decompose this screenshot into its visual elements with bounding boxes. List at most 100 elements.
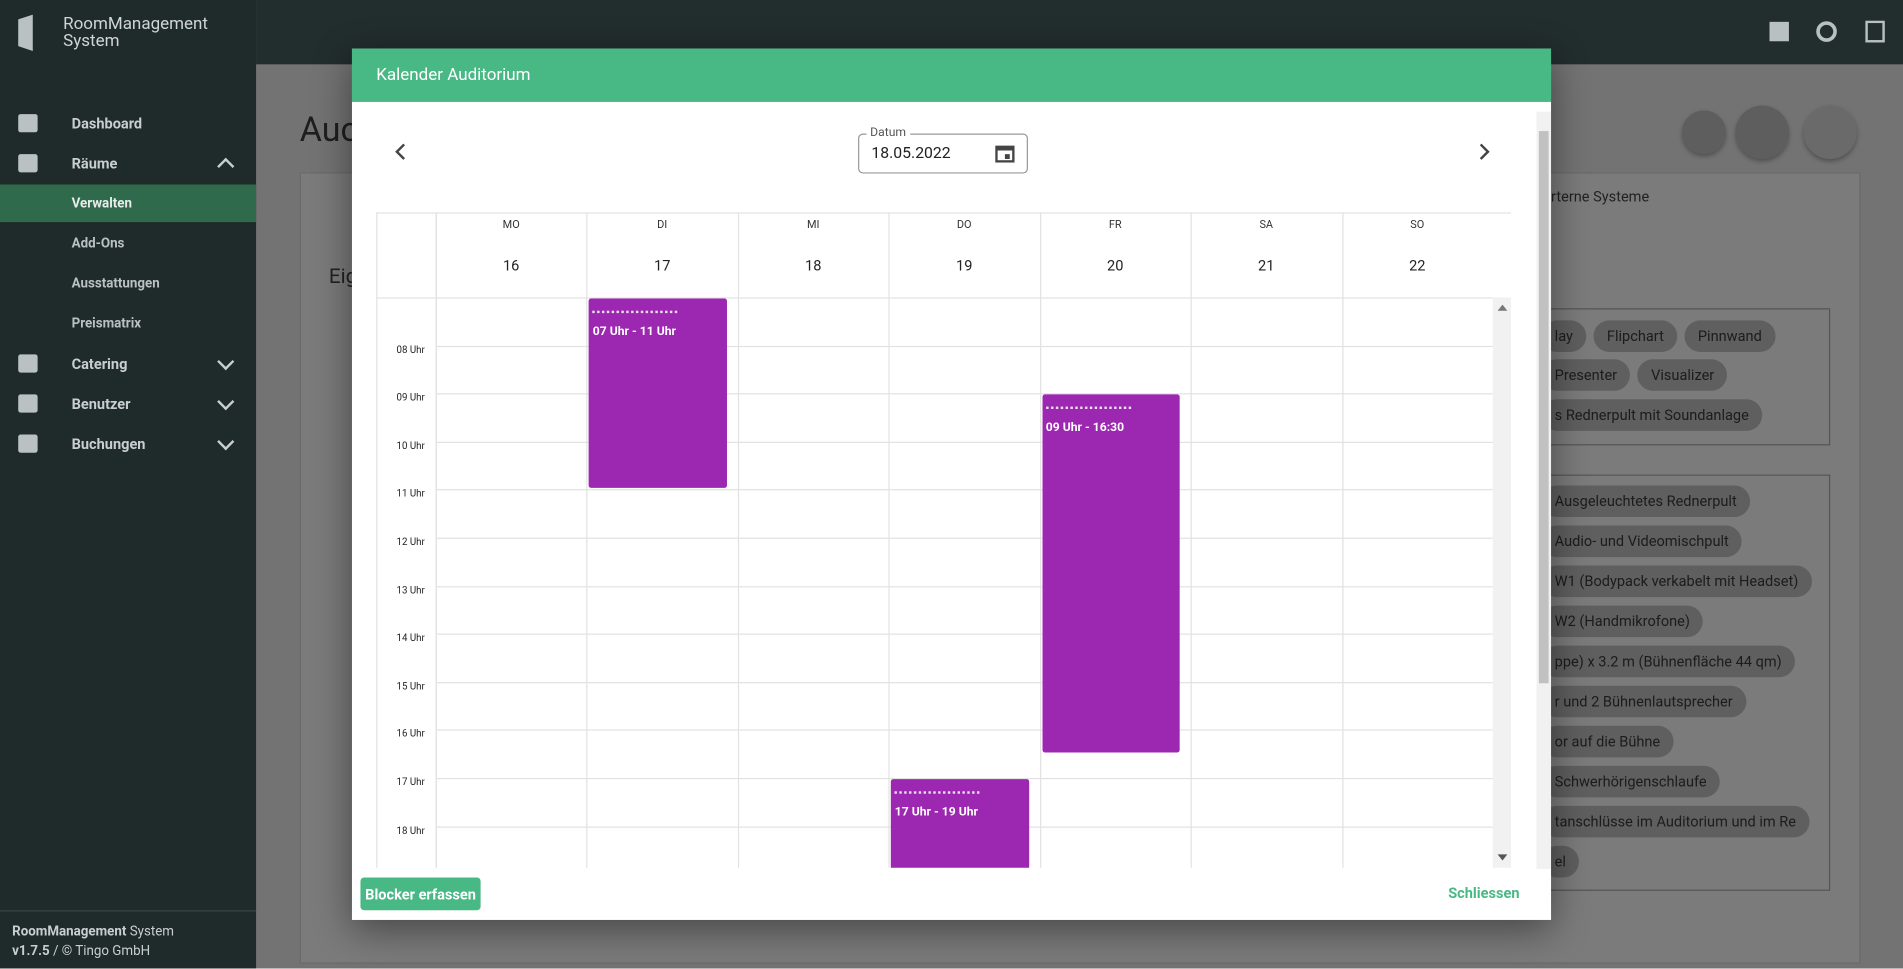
- menu-item[interactable]: Verwalten: [0, 184, 257, 223]
- calendar-scrollbar: [1492, 297, 1511, 868]
- save-button[interactable]: [1803, 105, 1857, 159]
- menu-item[interactable]: Add-Ons: [0, 225, 256, 263]
- sidebar: RoomManagement System Dashboard Räume Verw…: [0, 0, 257, 969]
- menu-item[interactable]: Catering: [0, 345, 256, 383]
- chip-row: Schwerhörigenschlaufe: [1541, 765, 1727, 799]
- chip-row: W1 (Bodypack verkabelt mit Headset): [1541, 565, 1819, 599]
- hour-line: [435, 777, 1493, 780]
- chip: Pinnwand: [1684, 320, 1776, 352]
- brand-line: System: [63, 31, 120, 51]
- tab[interactable]: rterne Systeme: [1551, 188, 1650, 206]
- button-label: Blocker erfassen: [365, 885, 476, 903]
- hour-line: [435, 585, 1493, 587]
- weekday: SO: [1410, 219, 1425, 232]
- chip-row: lay Flipchart Pinnwand: [1541, 320, 1782, 353]
- footer: RoomManagement System v1.7.5 / © Tingo G…: [12, 922, 174, 961]
- chip: tanschlüsse im Auditorium und im Re: [1541, 805, 1810, 838]
- hour-label: 12 Uhr: [396, 536, 425, 548]
- weekday: SA: [1259, 219, 1274, 232]
- column-line: [737, 212, 739, 868]
- menu-item[interactable]: Dashboard: [0, 104, 256, 142]
- day-number: 21: [1258, 257, 1275, 275]
- weekday: DO: [956, 219, 972, 232]
- chip: Ausgeleuchtetes Rednerpult: [1541, 485, 1751, 518]
- event[interactable]: 09 Uhr - 16:30: [1042, 394, 1180, 753]
- prev-week[interactable]: [393, 142, 408, 161]
- date-value: 18.05.2022: [871, 144, 951, 163]
- modal-header: Kalender Auditorium: [351, 48, 1552, 102]
- menu-item[interactable]: Ausstattungen: [0, 265, 256, 303]
- chip: Audio- und Videomischpult: [1541, 525, 1743, 558]
- hour-line: [435, 441, 1493, 443]
- day-number: 18: [805, 257, 822, 275]
- modal-title: Kalender Auditorium: [376, 65, 531, 85]
- menu-icon: [18, 394, 38, 413]
- hour-label: 11 Uhr: [396, 488, 425, 500]
- menu-item[interactable]: Buchungen: [0, 425, 256, 463]
- chip-row: or auf die Bühne: [1541, 725, 1680, 759]
- hour-line: [435, 729, 1493, 732]
- day-number: 16: [503, 257, 520, 275]
- chip-row: tanschlüsse im Auditorium und im Re: [1541, 805, 1816, 839]
- menu-label: Buchungen: [71, 435, 146, 453]
- scroll-up[interactable]: [1497, 304, 1508, 311]
- chip: or auf die Bühne: [1541, 725, 1674, 758]
- chip-row: ppe) x 3.2 m (Bühnenfläche 44 qm): [1541, 645, 1802, 679]
- hour-label: 18 Uhr: [396, 824, 425, 836]
- weekday: MO: [502, 219, 520, 232]
- copyright: / © Tingo GmbH: [52, 943, 151, 959]
- event-title-scribble: [592, 303, 678, 314]
- date-picker-icon[interactable]: [995, 143, 1015, 163]
- modal: Kalender Auditorium Datum 18.05.2022 MO 1…: [351, 48, 1552, 920]
- logout-icon[interactable]: [1865, 20, 1885, 43]
- scroll-thumb[interactable]: [1538, 131, 1549, 684]
- date-label: Datum: [866, 126, 910, 140]
- chevron: [217, 157, 235, 175]
- chip: Presenter: [1541, 359, 1631, 391]
- hour-label: 13 Uhr: [396, 584, 425, 596]
- event[interactable]: 07 Uhr - 11 Uhr: [589, 298, 727, 489]
- hour-line: [435, 345, 1493, 347]
- create-blocker-button[interactable]: Blocker erfassen: [360, 877, 481, 911]
- menu-label: Dashboard: [71, 114, 143, 132]
- chip-row: Presenter Visualizer: [1541, 359, 1735, 392]
- chip: r und 2 Bühnenlautsprecher: [1541, 685, 1746, 718]
- menu-item[interactable]: Benutzer: [0, 385, 256, 423]
- logo: [18, 14, 33, 51]
- chip: W1 (Bodypack verkabelt mit Headset): [1541, 565, 1812, 598]
- brand: RoomManagement System: [63, 16, 208, 50]
- modal-scrollbar: [1536, 111, 1552, 869]
- stats-icon[interactable]: [1769, 21, 1789, 42]
- hour-label: 14 Uhr: [396, 632, 425, 644]
- menu-item[interactable]: Räume: [0, 144, 256, 182]
- column-line: [1039, 212, 1041, 868]
- weekday: FR: [1108, 219, 1122, 232]
- page-title: Auc: [299, 109, 359, 150]
- gutter-line: [435, 212, 437, 868]
- event[interactable]: 17 Uhr - 19 Uhr: [891, 779, 1029, 868]
- hour-label: 09 Uhr: [396, 392, 425, 404]
- hour-label: 15 Uhr: [396, 680, 425, 692]
- history-button[interactable]: [1682, 110, 1726, 155]
- calendar-button[interactable]: [1735, 105, 1789, 159]
- day-number: 20: [1107, 257, 1124, 275]
- chip: s Rednerpult mit Soundanlage: [1541, 399, 1763, 431]
- close-button[interactable]: Schliessen: [1448, 884, 1520, 902]
- chip: Flipchart: [1593, 320, 1678, 352]
- day-number: 17: [654, 257, 671, 275]
- menu-item[interactable]: Preismatrix: [0, 305, 256, 343]
- day-number: 22: [1409, 257, 1426, 275]
- chip-row: s Rednerpult mit Soundanlage: [1541, 399, 1769, 432]
- chip-row: Ausgeleuchtetes Rednerpult: [1541, 485, 1757, 518]
- calendar: MO 16 DI 17 MI 18 DO 19 FR 20 SA 21 SO 22 08 Uhr 09 Uhr…: [376, 212, 1511, 868]
- scroll-down[interactable]: [1497, 854, 1508, 861]
- day-number: 19: [956, 257, 973, 275]
- settings-icon[interactable]: [1816, 21, 1837, 42]
- hour-line: [435, 681, 1493, 684]
- date-field[interactable]: Datum 18.05.2022: [858, 126, 1028, 174]
- next-week[interactable]: [1477, 142, 1492, 161]
- menu-label: Catering: [71, 354, 128, 372]
- hour-label: 16 Uhr: [396, 728, 425, 740]
- column-line: [586, 212, 588, 868]
- event-time: 17 Uhr - 19 Uhr: [894, 805, 978, 820]
